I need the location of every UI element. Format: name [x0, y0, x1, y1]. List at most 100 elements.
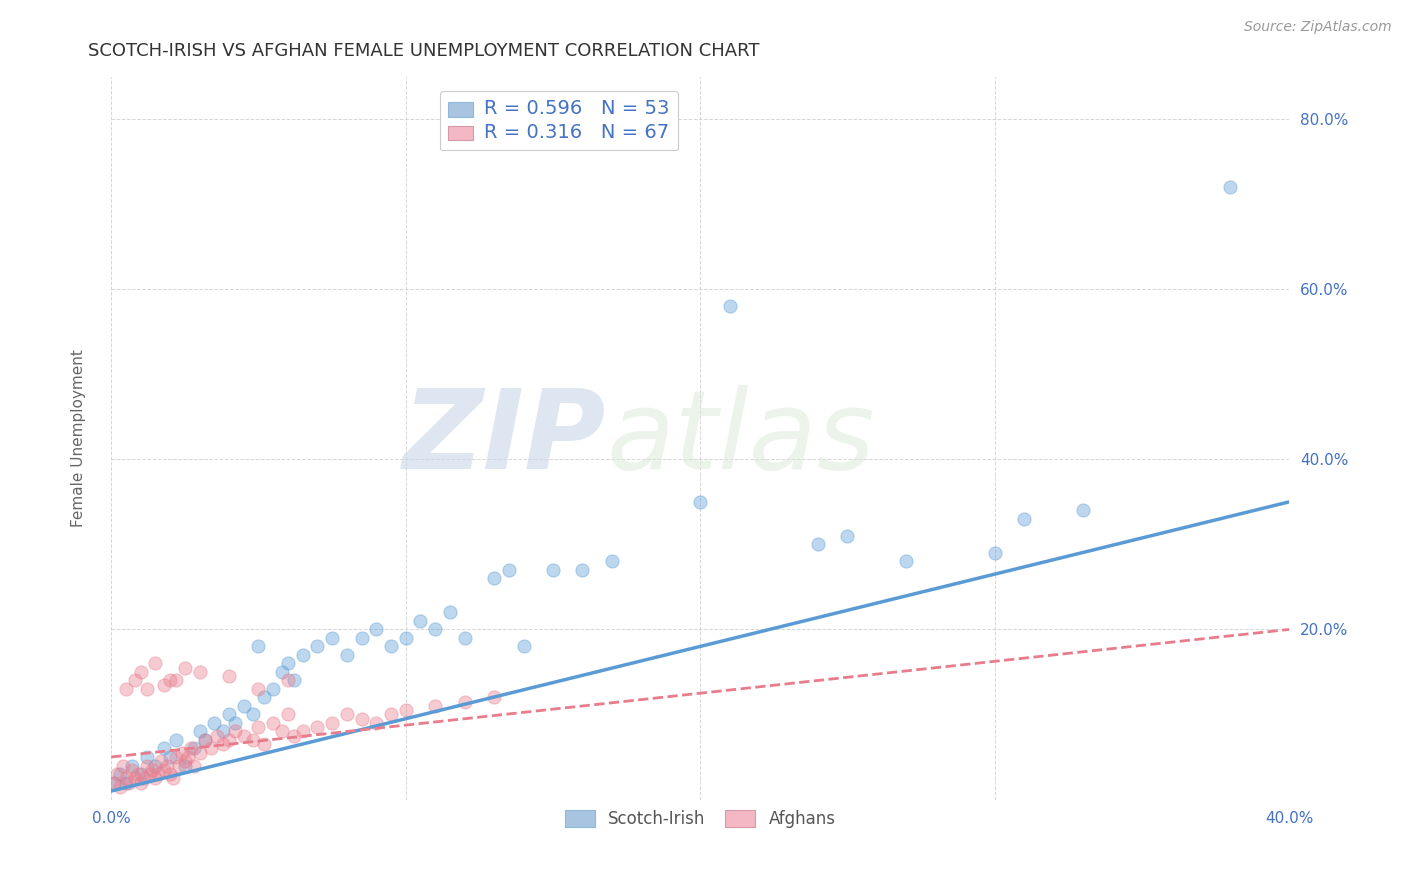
Point [212, 724, 235, 739]
Point [571, 563, 593, 577]
Point [232, 729, 254, 743]
Point [271, 724, 294, 739]
Point [1012, 512, 1035, 526]
Point [153, 678, 176, 692]
Point [218, 733, 240, 747]
Point [156, 758, 179, 772]
Point [498, 563, 520, 577]
Point [115, 771, 138, 785]
Point [138, 767, 160, 781]
Point [132, 771, 155, 785]
Point [350, 712, 373, 726]
Point [1071, 503, 1094, 517]
Point [291, 648, 314, 662]
Point [159, 767, 181, 781]
Point [200, 741, 222, 756]
Point [165, 673, 187, 688]
Point [194, 733, 217, 747]
Point [115, 775, 138, 789]
Point [188, 665, 211, 679]
Point [159, 673, 181, 688]
Point [482, 690, 505, 705]
Point [129, 775, 152, 789]
Point [718, 299, 741, 313]
Point [453, 631, 475, 645]
Point [271, 665, 294, 679]
Point [145, 758, 167, 772]
Point [111, 758, 134, 772]
Point [108, 780, 131, 794]
Point [242, 733, 264, 747]
Point [425, 623, 447, 637]
Point [307, 720, 329, 734]
Point [207, 729, 229, 743]
Point [247, 720, 270, 734]
Point [395, 631, 418, 645]
Point [336, 648, 359, 662]
Point [188, 746, 211, 760]
Point [141, 763, 163, 777]
Point [541, 563, 564, 577]
Point [380, 640, 402, 654]
Y-axis label: Female Unemployment: Female Unemployment [72, 349, 86, 527]
Point [127, 767, 149, 781]
Point [108, 767, 131, 781]
Text: Source: ZipAtlas.com: Source: ZipAtlas.com [1244, 20, 1392, 34]
Point [321, 631, 343, 645]
Point [165, 733, 187, 747]
Point [202, 716, 225, 731]
Point [173, 758, 195, 772]
Point [105, 767, 128, 781]
Point [277, 673, 299, 688]
Point [145, 771, 167, 785]
Point [124, 673, 146, 688]
Point [283, 673, 305, 688]
Point [224, 724, 246, 739]
Point [247, 640, 270, 654]
Point [247, 681, 270, 696]
Point [277, 657, 299, 671]
Point [336, 707, 359, 722]
Point [118, 775, 141, 789]
Point [366, 623, 388, 637]
Point [121, 758, 143, 772]
Point [277, 707, 299, 722]
Point [453, 695, 475, 709]
Point [321, 716, 343, 731]
Point [291, 724, 314, 739]
Point [145, 657, 167, 671]
Point [253, 737, 276, 751]
Point [807, 537, 830, 551]
Point [129, 665, 152, 679]
Point [173, 661, 195, 675]
Point [218, 707, 240, 722]
Point [512, 640, 534, 654]
Point [162, 771, 184, 785]
Point [153, 741, 176, 756]
Point [224, 716, 246, 731]
Point [194, 733, 217, 747]
Point [409, 614, 432, 628]
Point [283, 729, 305, 743]
Point [177, 750, 200, 764]
Point [135, 750, 157, 764]
Point [212, 737, 235, 751]
Point [153, 763, 176, 777]
Point [689, 495, 711, 509]
Point [148, 767, 170, 781]
Point [115, 681, 138, 696]
Point [366, 716, 388, 731]
Point [183, 758, 205, 772]
Point [103, 775, 125, 789]
Point [188, 724, 211, 739]
Point [103, 775, 125, 789]
Point [121, 763, 143, 777]
Text: atlas: atlas [606, 384, 875, 491]
Point [167, 758, 190, 772]
Point [183, 741, 205, 756]
Point [350, 631, 373, 645]
Point [600, 554, 623, 568]
Point [262, 716, 284, 731]
Point [150, 754, 173, 768]
Point [232, 698, 254, 713]
